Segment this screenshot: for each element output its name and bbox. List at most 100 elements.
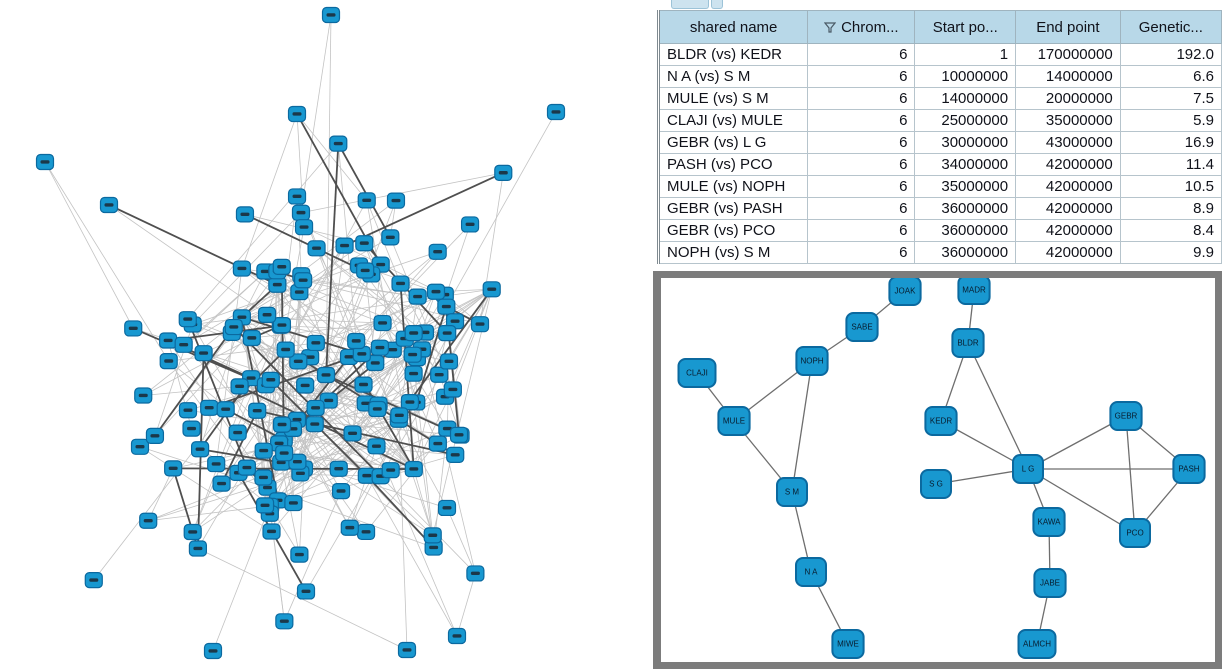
- network-node[interactable]: [404, 325, 423, 342]
- network-node[interactable]: [291, 204, 311, 221]
- node-shape[interactable]: [1012, 454, 1044, 484]
- network-edge[interactable]: [292, 428, 367, 533]
- subnetwork-node-sm[interactable]: S M: [776, 477, 808, 507]
- network-node[interactable]: [370, 339, 390, 356]
- cell-value[interactable]: 42000000: [1015, 219, 1121, 242]
- network-node[interactable]: [289, 353, 308, 370]
- network-edge[interactable]: [400, 283, 426, 333]
- network-edge[interactable]: [208, 353, 363, 409]
- network-edge[interactable]: [187, 143, 339, 320]
- network-node[interactable]: [356, 262, 375, 279]
- network-node[interactable]: [191, 441, 210, 458]
- node-shape[interactable]: [1017, 629, 1057, 659]
- network-node[interactable]: [439, 353, 459, 370]
- network-node[interactable]: [367, 438, 386, 455]
- network-node[interactable]: [254, 442, 273, 459]
- network-node[interactable]: [321, 6, 341, 24]
- network-edge[interactable]: [147, 468, 174, 521]
- cell-value[interactable]: 5.9: [1119, 109, 1222, 132]
- cell-shared-name[interactable]: MULE (vs) S M: [657, 87, 809, 110]
- network-node[interactable]: [329, 135, 348, 152]
- cell-shared-name[interactable]: BLDR (vs) KEDR: [657, 43, 809, 66]
- table-row[interactable]: N A (vs) S M 6 10000000 14000000 6.6: [657, 65, 1222, 88]
- subnetwork-node-pash[interactable]: PASH: [1172, 454, 1206, 484]
- subnetwork-node-sabe[interactable]: SABE: [845, 312, 879, 342]
- network-node[interactable]: [391, 275, 410, 292]
- network-node[interactable]: [343, 425, 362, 442]
- network-node[interactable]: [397, 641, 417, 659]
- network-edge[interactable]: [108, 204, 283, 326]
- subnetwork-edge[interactable]: [1125, 415, 1136, 534]
- network-node[interactable]: [237, 459, 257, 476]
- node-shape[interactable]: [1109, 401, 1143, 431]
- network-node[interactable]: [357, 192, 376, 209]
- subnetwork-node-claji[interactable]: CLAJI: [677, 358, 717, 388]
- cell-value[interactable]: 6: [807, 109, 916, 132]
- subnetwork-node-lg[interactable]: L G: [1012, 454, 1044, 484]
- subnetwork-node-miwe[interactable]: MIWE: [831, 629, 865, 659]
- network-node[interactable]: [294, 272, 313, 289]
- subnetwork-node-gebr[interactable]: GEBR: [1109, 401, 1143, 431]
- network-node[interactable]: [130, 438, 150, 455]
- subnetwork-node-mule[interactable]: MULE: [717, 406, 751, 436]
- network-edge[interactable]: [374, 362, 434, 536]
- cell-shared-name[interactable]: NOPH (vs) S M: [657, 241, 809, 264]
- network-node[interactable]: [494, 164, 513, 181]
- network-node[interactable]: [307, 240, 326, 257]
- subnetwork-edge[interactable]: [1027, 468, 1136, 534]
- subnetwork-edge[interactable]: [791, 360, 813, 493]
- network-node[interactable]: [255, 497, 275, 514]
- cell-shared-name[interactable]: GEBR (vs) PASH: [657, 197, 809, 220]
- table-row[interactable]: MULE (vs) NOPH 6 35000000 42000000 10.5: [657, 175, 1222, 198]
- node-shape[interactable]: [1033, 568, 1067, 598]
- network-edge[interactable]: [296, 419, 340, 470]
- network-edge[interactable]: [143, 337, 252, 396]
- network-edge[interactable]: [452, 289, 493, 390]
- subnetwork-node-bldr[interactable]: BLDR: [951, 328, 985, 358]
- cell-shared-name[interactable]: CLAJI (vs) MULE: [657, 109, 809, 132]
- cell-value[interactable]: 20000000: [1015, 87, 1121, 110]
- filter-icon[interactable]: [824, 21, 837, 33]
- network-edge[interactable]: [349, 446, 377, 528]
- node-shape[interactable]: [1172, 454, 1206, 484]
- network-node[interactable]: [272, 416, 292, 433]
- network-edge[interactable]: [44, 161, 170, 362]
- network-node[interactable]: [257, 306, 277, 323]
- network-node[interactable]: [84, 572, 103, 589]
- network-node[interactable]: [466, 565, 485, 582]
- network-node[interactable]: [139, 512, 158, 529]
- table-row[interactable]: GEBR (vs) PASH 6 36000000 42000000 8.9: [657, 197, 1222, 220]
- cell-value[interactable]: 35000000: [1015, 109, 1121, 132]
- cell-value[interactable]: 6: [807, 87, 916, 110]
- network-node[interactable]: [159, 332, 178, 349]
- network-node[interactable]: [306, 399, 325, 417]
- network-node[interactable]: [188, 540, 208, 557]
- cell-value[interactable]: 6.6: [1119, 65, 1222, 88]
- column-header-chrom---[interactable]: Chrom...: [807, 10, 916, 44]
- node-shape[interactable]: [831, 629, 865, 659]
- node-shape[interactable]: [677, 358, 717, 388]
- cell-value[interactable]: 16.9: [1119, 131, 1222, 154]
- network-edge[interactable]: [225, 408, 285, 441]
- cell-value[interactable]: 42000000: [1015, 153, 1121, 176]
- network-node[interactable]: [230, 378, 249, 395]
- cell-value[interactable]: 192.0: [1119, 43, 1222, 66]
- network-node[interactable]: [424, 539, 443, 556]
- network-node[interactable]: [276, 341, 295, 358]
- network-node[interactable]: [124, 320, 143, 337]
- network-node[interactable]: [262, 523, 281, 540]
- network-node[interactable]: [437, 298, 456, 315]
- network-node[interactable]: [329, 460, 348, 477]
- network-node[interactable]: [200, 399, 219, 416]
- node-shape[interactable]: [888, 278, 922, 306]
- cell-value[interactable]: 36000000: [914, 197, 1017, 220]
- network-node[interactable]: [232, 260, 251, 277]
- network-edge[interactable]: [296, 113, 368, 201]
- cell-value[interactable]: 25000000: [914, 109, 1017, 132]
- main-network-view[interactable]: [0, 0, 652, 669]
- network-edge[interactable]: [380, 475, 476, 574]
- table-row[interactable]: NOPH (vs) S M 6 36000000 42000000 9.9: [657, 241, 1222, 264]
- network-edge[interactable]: [139, 446, 272, 532]
- network-edge[interactable]: [276, 271, 415, 470]
- network-node[interactable]: [183, 523, 202, 541]
